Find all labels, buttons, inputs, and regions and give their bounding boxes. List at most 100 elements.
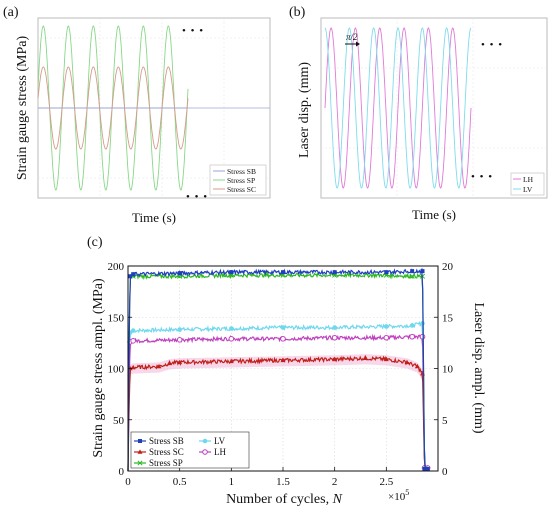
y-left-tick-label: 0 bbox=[119, 466, 125, 478]
legend-label-stress-sb: Stress SB bbox=[227, 167, 256, 176]
series-line-c-stress-sp bbox=[127, 271, 428, 472]
panel-c-right-y-axis-label: Laser disp. ampl. (mm) bbox=[471, 302, 486, 433]
data-point-stress-sc bbox=[414, 363, 420, 369]
data-point-stress-sb bbox=[128, 274, 133, 279]
panel-a-y-axis-label: Strain gauge stress (MPa) bbox=[15, 36, 30, 181]
legend-marker-c-stress-sb bbox=[138, 439, 142, 443]
legend-label-stress-sc: Stress SC bbox=[227, 185, 256, 194]
x-tick-label: 2.5 bbox=[379, 476, 393, 488]
data-point-lh bbox=[331, 334, 338, 341]
data-point-lv bbox=[130, 328, 136, 333]
data-point-stress-sb bbox=[420, 269, 425, 274]
legend-label-lh: LH bbox=[523, 175, 534, 184]
panel-b-grid bbox=[321, 18, 547, 198]
data-point-stress-sc bbox=[363, 355, 369, 361]
data-point-stress-sb bbox=[229, 270, 234, 275]
data-point-lh bbox=[130, 338, 136, 344]
phase-arrow bbox=[345, 41, 360, 47]
panel-a-legend: Stress SB Stress SP Stress SC bbox=[209, 164, 267, 196]
panel-c-legend-box bbox=[130, 431, 250, 469]
y-left-tick-label: 200 bbox=[108, 261, 125, 273]
legend-marker-c-lv bbox=[202, 438, 208, 444]
panel-b-x-axis-label: Time (s) bbox=[412, 207, 456, 222]
panel-c-left-y-axis-label: Strain gauge stress ampl. (MPa) bbox=[91, 278, 106, 458]
legend-marker-c-stress-sp bbox=[137, 460, 143, 466]
y-left-tick-label: 50 bbox=[113, 415, 125, 427]
series-line-stress-sc bbox=[37, 66, 189, 150]
data-point-lh bbox=[280, 335, 286, 342]
data-point-stress-sb bbox=[384, 270, 389, 275]
phase-arrow-head bbox=[356, 41, 360, 47]
data-point-stress-sb bbox=[131, 272, 136, 277]
series-line-lh bbox=[324, 27, 472, 189]
y-right-tick-label: 20 bbox=[442, 261, 454, 273]
data-point-lh bbox=[228, 335, 235, 342]
panel-b-legend: LH LV bbox=[510, 172, 545, 196]
panel-b-label: (b) bbox=[289, 5, 306, 20]
data-point-stress-sc bbox=[280, 357, 286, 363]
panel-c-x-axis-label: Number of cycles, N bbox=[226, 492, 343, 507]
panel-c: (c) 0 0.5 1 1.5 2 2.5 0 50 100 150 200 0 5 10 15 20 ×… bbox=[87, 235, 486, 507]
panel-c-legend: Stress SB Stress SC Stress SP LV LH bbox=[130, 431, 250, 469]
data-point-stress-sc bbox=[383, 356, 389, 362]
data-point-stress-sc bbox=[228, 358, 234, 364]
panel-a-label: (a) bbox=[3, 5, 19, 20]
legend-label-c-stress-sb: Stress SB bbox=[149, 436, 184, 446]
x-tick-label: 1.5 bbox=[276, 476, 290, 488]
data-point-stress-sb bbox=[177, 271, 182, 276]
data-point-stress-sc bbox=[404, 359, 410, 365]
data-point-lv bbox=[409, 323, 415, 328]
legend-marker-c-lh bbox=[202, 449, 208, 455]
data-point-lh bbox=[419, 333, 426, 340]
y-right-tick-label: 15 bbox=[442, 312, 454, 324]
panel-c-x-scale-factor: ×105 bbox=[388, 488, 409, 503]
x-tick-label: 1 bbox=[229, 476, 235, 488]
y-left-tick-label: 150 bbox=[108, 312, 125, 324]
legend-marker-c-stress-sc bbox=[137, 449, 143, 454]
y-left-tick-label: 100 bbox=[108, 364, 125, 376]
data-point-stress-sb bbox=[425, 466, 430, 471]
panel-b-series bbox=[324, 27, 472, 189]
panel-b-phase-annotation: π/2 bbox=[346, 32, 358, 42]
y-right-tick-label: 5 bbox=[442, 415, 448, 427]
panel-b-continuation-top: • • • bbox=[481, 39, 503, 51]
data-point-stress-sc bbox=[332, 356, 338, 362]
data-point-stress-sp bbox=[409, 273, 415, 279]
panel-b-y-axis-label: Laser disp. (mm) bbox=[297, 62, 312, 158]
x-tick-label: 2 bbox=[332, 476, 338, 488]
y-right-tick-label: 0 bbox=[442, 466, 448, 478]
y-right-tick-label: 10 bbox=[442, 364, 454, 376]
legend-label-c-stress-sp: Stress SP bbox=[149, 458, 183, 468]
panel-b: (b) π/2 • • • • • • LH LV Time (s) Laser… bbox=[289, 5, 548, 222]
legend-label-c-lv: LV bbox=[214, 436, 226, 446]
panel-c-right-y-ticks: 0 5 10 15 20 bbox=[434, 261, 454, 478]
data-point-stress-sc bbox=[177, 359, 183, 365]
panel-c-x-ticks: 0 0.5 1 1.5 2 2.5 bbox=[125, 467, 394, 488]
panel-c-left-y-ticks: 0 50 100 150 200 bbox=[108, 261, 132, 478]
data-point-lv bbox=[332, 325, 337, 330]
x-tick-label: 0.5 bbox=[173, 476, 187, 488]
data-point-lv bbox=[384, 324, 389, 329]
data-point-lh bbox=[176, 337, 183, 343]
data-point-stress-sc bbox=[156, 363, 162, 369]
legend-label-lv: LV bbox=[523, 185, 533, 194]
data-point-lh bbox=[383, 334, 390, 341]
panel-a: (a) • • • • • • Stress SB Stress SP Stre… bbox=[3, 5, 271, 225]
panel-c-series bbox=[127, 267, 431, 472]
legend-label-stress-sp: Stress SP bbox=[227, 176, 255, 185]
panel-b-continuation-bottom: • • • bbox=[471, 171, 493, 183]
data-point-stress-sb bbox=[332, 270, 337, 275]
panel-b-plot-frame bbox=[320, 17, 548, 199]
series-line-stress-sp bbox=[37, 25, 189, 191]
panel-a-continuation-top: • • • bbox=[182, 25, 204, 37]
data-point-stress-sb bbox=[281, 270, 285, 275]
data-point-lh bbox=[409, 333, 415, 340]
panel-a-series bbox=[37, 25, 270, 191]
series-line-lv bbox=[324, 27, 472, 189]
panel-c-label: (c) bbox=[87, 235, 103, 250]
panel-a-x-axis-label: Time (s) bbox=[132, 210, 176, 225]
data-point-lv bbox=[177, 327, 182, 332]
data-point-lv bbox=[229, 326, 234, 331]
legend-label-c-lh: LH bbox=[214, 447, 226, 457]
